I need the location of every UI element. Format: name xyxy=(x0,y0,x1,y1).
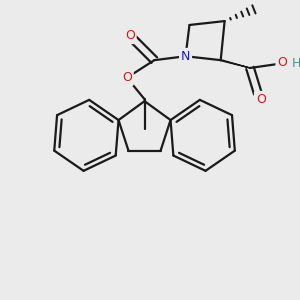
Text: O: O xyxy=(277,56,287,69)
Text: O: O xyxy=(256,93,266,106)
Text: H: H xyxy=(292,57,300,70)
Text: O: O xyxy=(125,29,135,42)
Polygon shape xyxy=(220,60,250,68)
Text: N: N xyxy=(181,50,190,63)
Text: O: O xyxy=(122,71,132,84)
